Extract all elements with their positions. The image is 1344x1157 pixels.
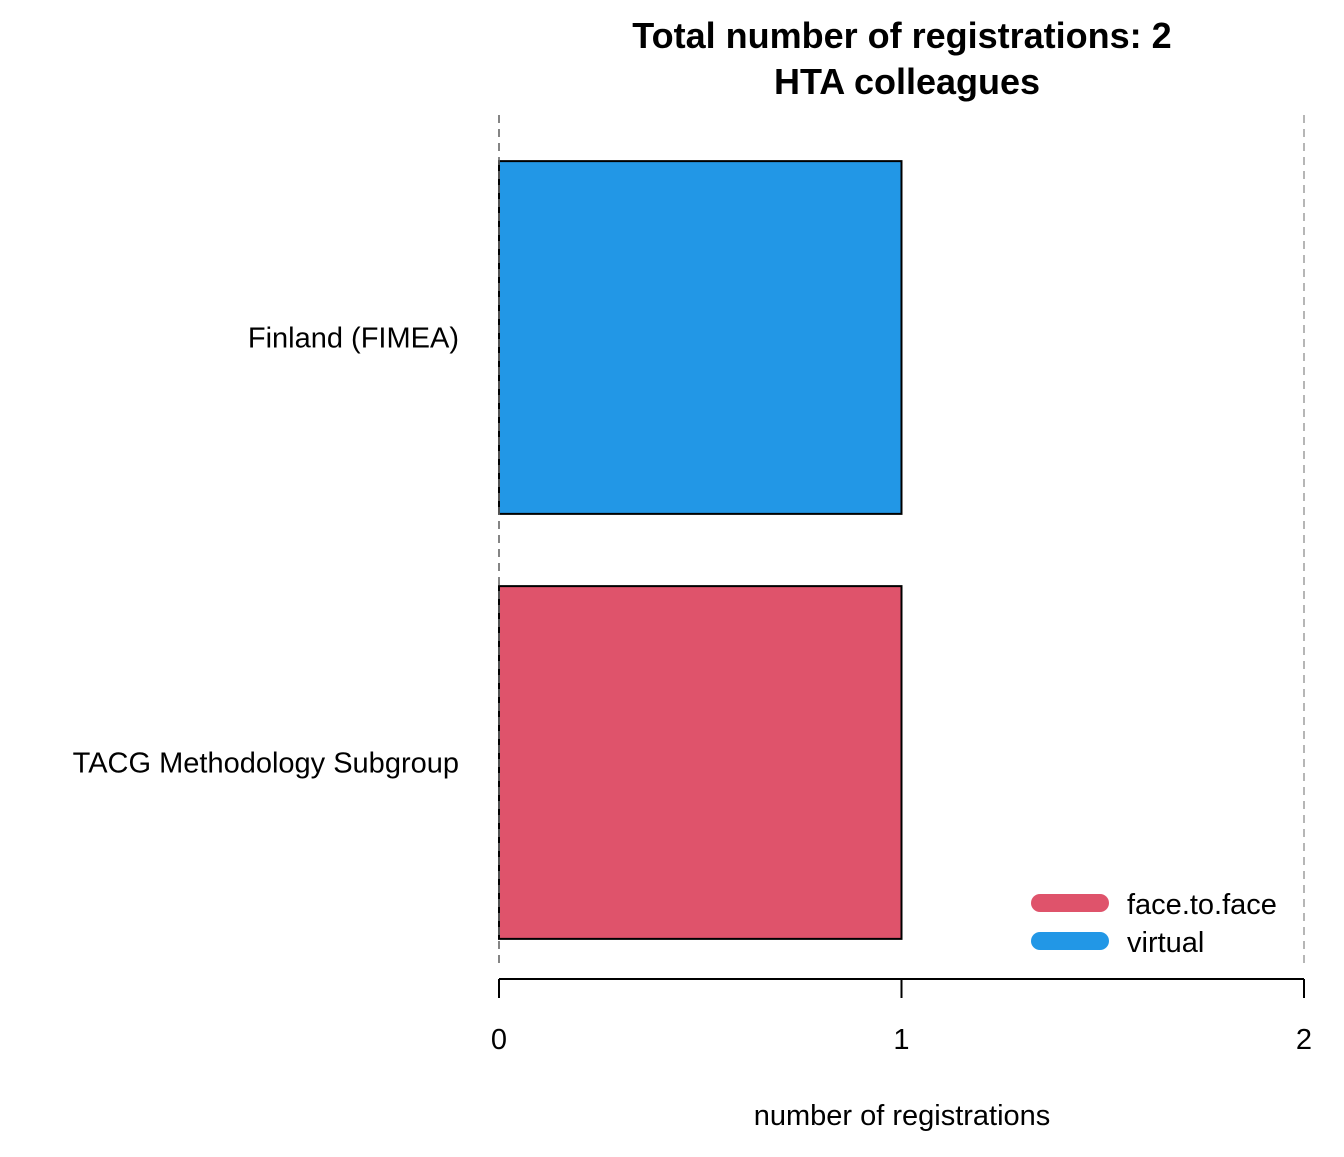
legend-label-virtual: virtual (1127, 927, 1204, 959)
chart-title: Total number of registrations: 2 (632, 15, 1171, 56)
bar-virtual-0 (498, 160, 903, 515)
legend-label-face.to.face: face.to.face (1127, 889, 1277, 921)
bar-face.to.face-1 (498, 585, 903, 940)
category-label-1: TACG Methodology Subgroup (73, 748, 459, 780)
x-tick-label-0: 0 (491, 1024, 507, 1056)
bars (498, 160, 903, 940)
category-labels: Finland (FIMEA) TACG Methodology Subgroup (73, 323, 459, 780)
x-axis: 0 1 2 (491, 978, 1312, 1056)
x-tick-label-1: 1 (893, 1024, 909, 1056)
x-axis-title: number of registrations (754, 1100, 1051, 1132)
x-tick-label-2: 2 (1296, 1024, 1312, 1056)
chart-subtitle: HTA colleagues (774, 61, 1040, 102)
grid-lines (498, 115, 1305, 965)
x-axis-ticks: 0 1 2 (491, 979, 1312, 1056)
legend: face.to.face virtual (1031, 889, 1277, 959)
category-label-0: Finland (FIMEA) (248, 323, 459, 355)
